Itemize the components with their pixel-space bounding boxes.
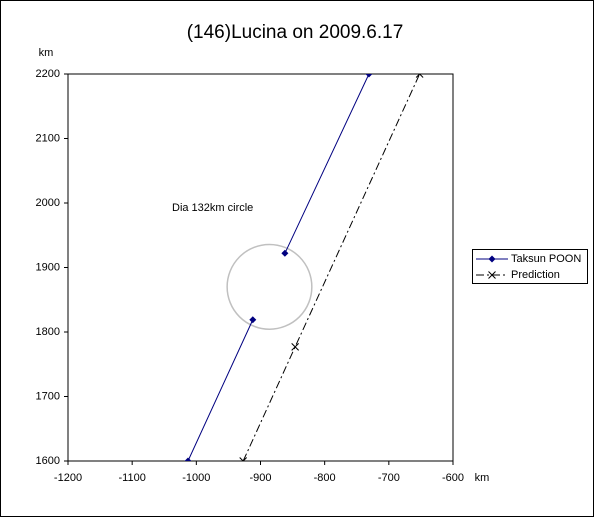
legend-label: Prediction bbox=[511, 269, 560, 281]
y-tick-label: 1800 bbox=[36, 326, 60, 338]
y-tick-label: 1900 bbox=[36, 261, 60, 273]
plot-content: Dia 132km circle bbox=[172, 74, 424, 461]
y-tick-label: 1700 bbox=[36, 390, 60, 402]
legend-marker bbox=[488, 255, 496, 263]
x-tick-label: -900 bbox=[249, 472, 271, 484]
marker bbox=[281, 249, 289, 257]
marker bbox=[415, 74, 424, 78]
chart-title: (146)Lucina on 2009.6.17 bbox=[187, 22, 404, 43]
legend-label: Taksun POON bbox=[511, 253, 581, 265]
series-line bbox=[187, 74, 370, 461]
chord-circle bbox=[226, 243, 313, 330]
marker bbox=[291, 342, 300, 351]
y-tick-label: 1600 bbox=[36, 455, 60, 467]
x-tick-label: -700 bbox=[378, 472, 400, 484]
y-tick-label: 2100 bbox=[36, 132, 60, 144]
marker bbox=[239, 457, 248, 461]
marker bbox=[184, 457, 192, 461]
legend bbox=[472, 249, 588, 284]
annotation: Dia 132km circle bbox=[172, 202, 253, 214]
x-axis-label: km bbox=[475, 472, 490, 484]
x-tick-label: -600 bbox=[442, 472, 464, 484]
x-tick-label: -1100 bbox=[119, 472, 146, 484]
x-tick-label: -1000 bbox=[182, 472, 210, 484]
series-line bbox=[242, 74, 421, 461]
plot-area bbox=[67, 73, 454, 462]
y-tick-label: 2200 bbox=[36, 68, 60, 80]
legend-marker bbox=[488, 271, 496, 279]
x-tick-label: -800 bbox=[314, 472, 336, 484]
x-tick-label: -1200 bbox=[54, 472, 82, 484]
marker bbox=[365, 74, 373, 78]
y-axis-label: km bbox=[39, 47, 54, 59]
y-tick-label: 2000 bbox=[36, 197, 60, 209]
marker bbox=[249, 316, 257, 324]
